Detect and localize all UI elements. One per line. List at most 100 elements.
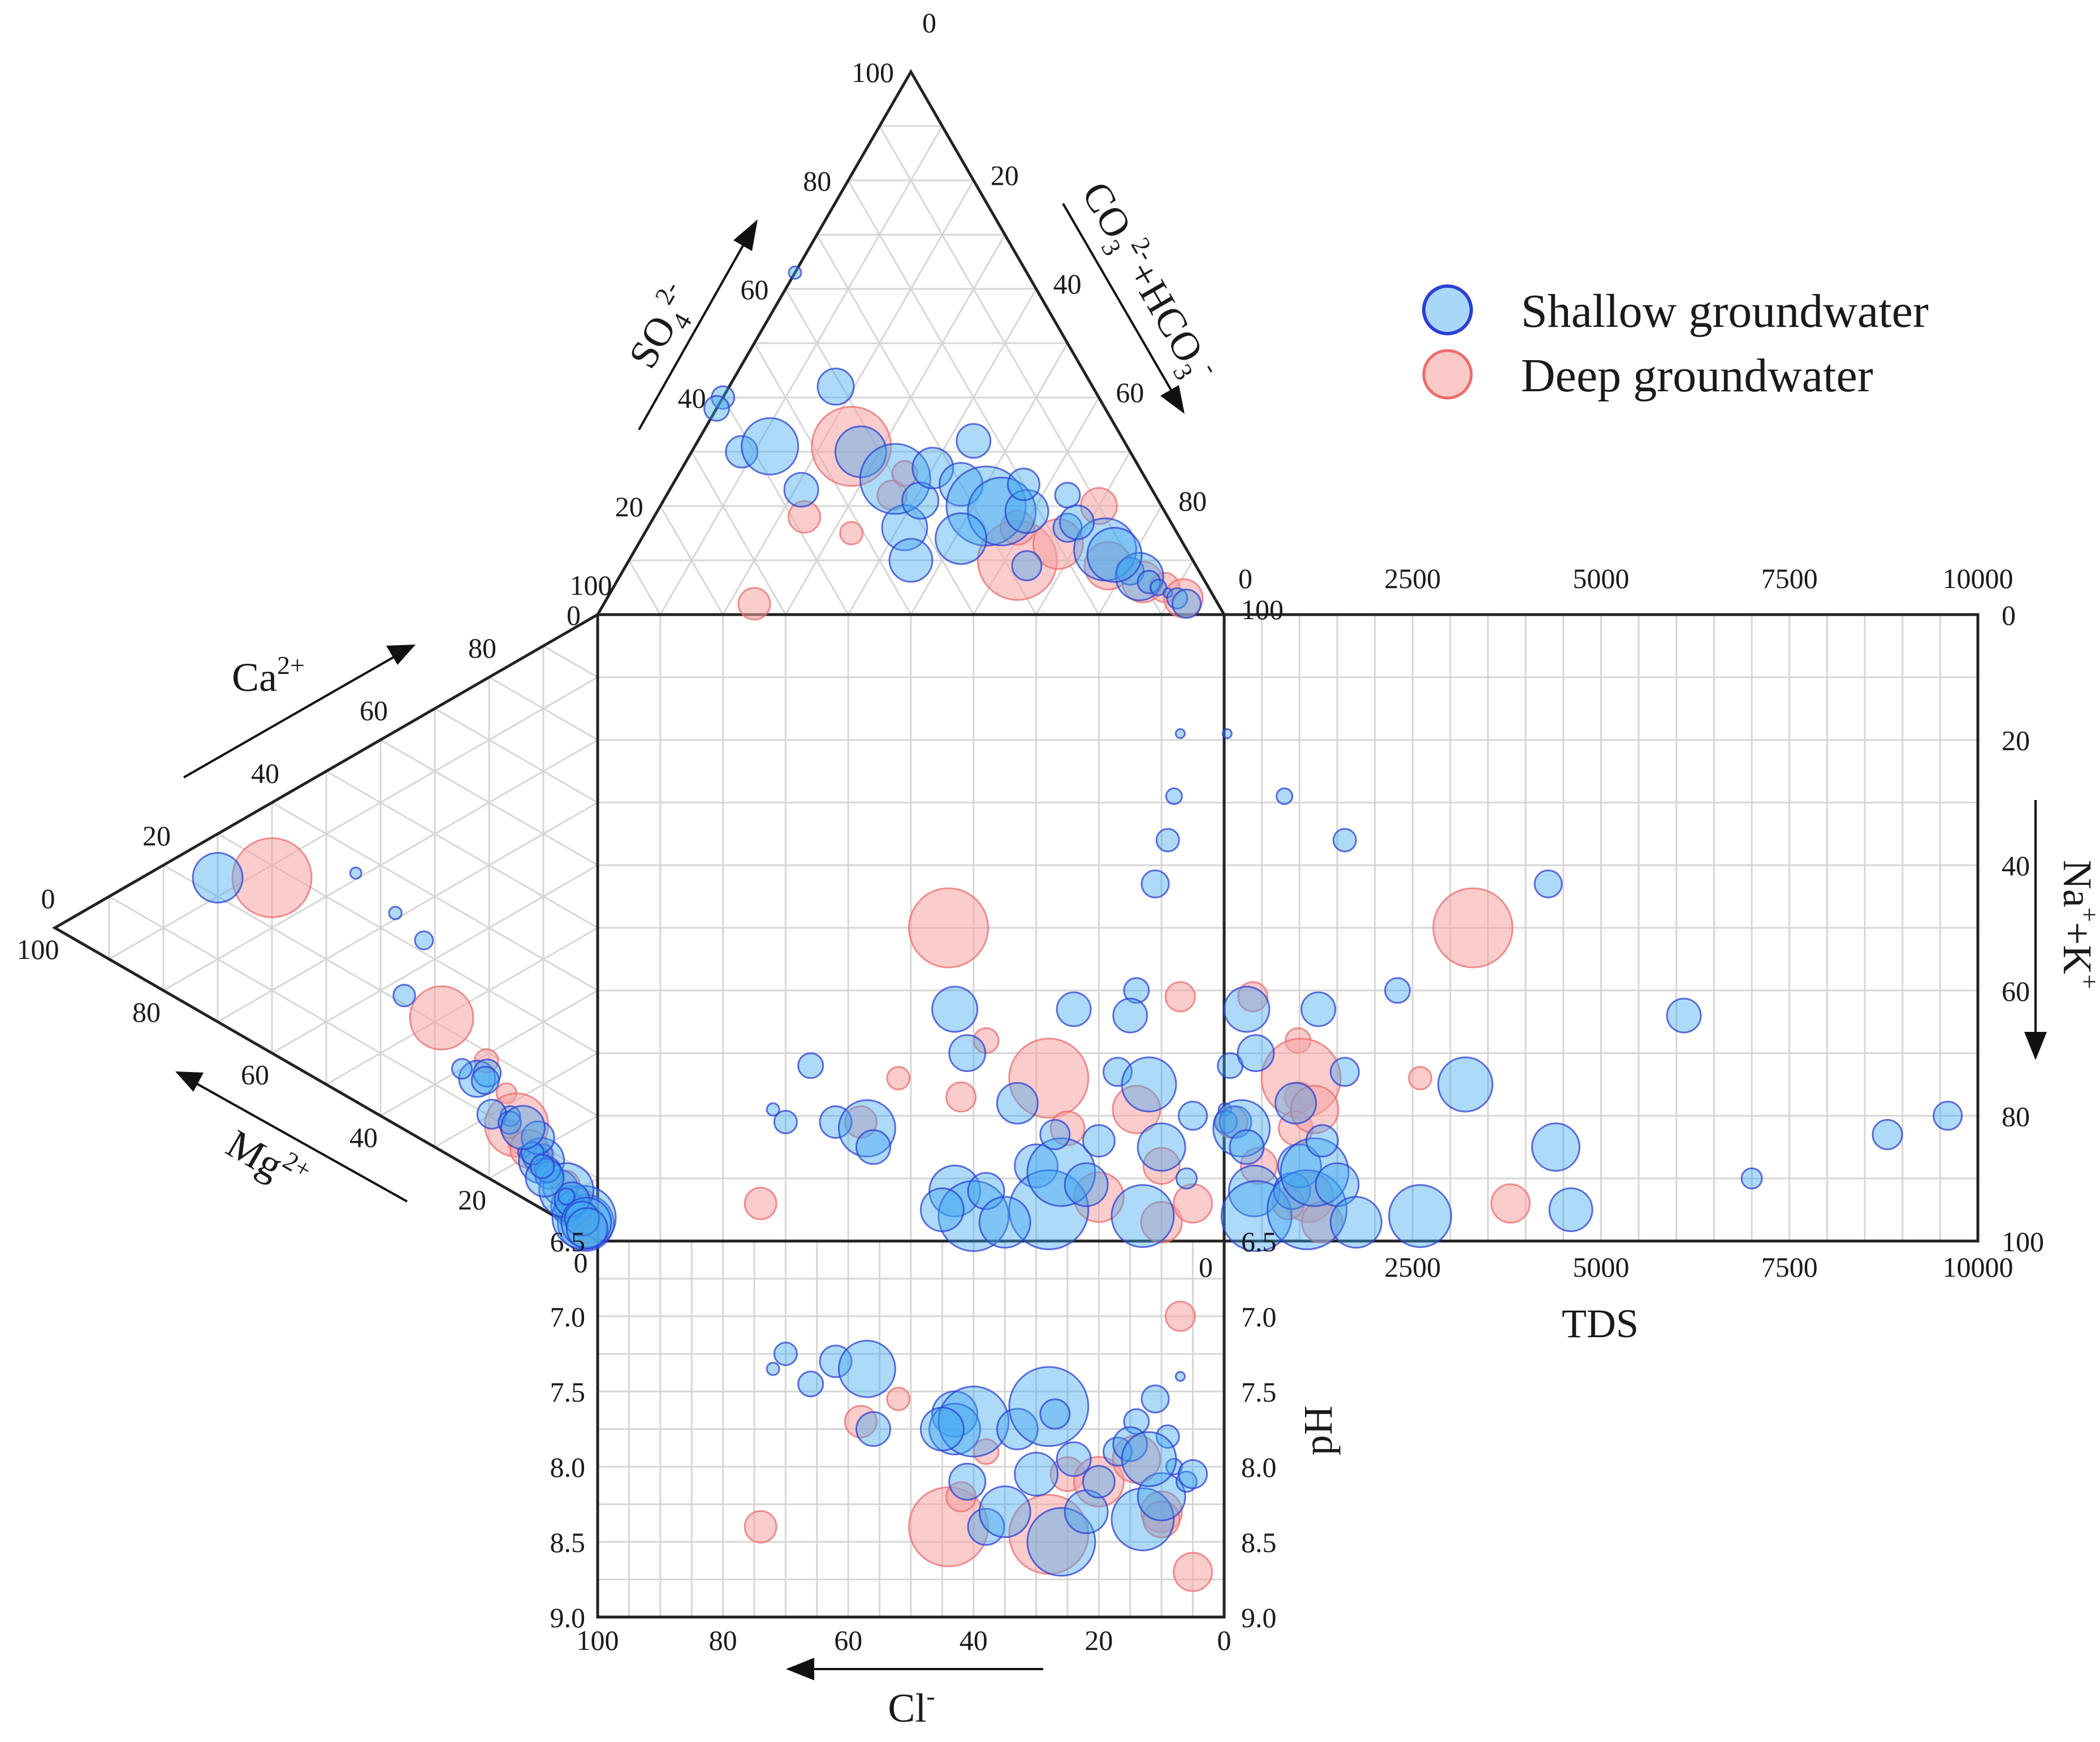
legend-label-shallow: Shallow groundwater bbox=[1521, 285, 1929, 338]
anion-point-shallow bbox=[888, 538, 934, 583]
square-point-shallow bbox=[1039, 1119, 1071, 1151]
ph-tick-label-right: 6.5 bbox=[1241, 1226, 1277, 1257]
tds-tick-label-bottom: 2500 bbox=[1384, 1251, 1441, 1283]
cation-point-shallow bbox=[192, 851, 244, 904]
square-point-deep bbox=[1142, 1147, 1181, 1185]
square-point-shallow bbox=[1123, 977, 1150, 1004]
tds-tick-label-top: 7500 bbox=[1761, 563, 1818, 594]
mg-tick-label: 80 bbox=[132, 996, 161, 1028]
cation-triangle-grid bbox=[163, 864, 598, 1117]
anion-point-shallow bbox=[1006, 468, 1040, 502]
anion-point-shallow bbox=[901, 481, 940, 520]
tds-point-shallow bbox=[1237, 1034, 1275, 1073]
square-point-shallow bbox=[1082, 1124, 1116, 1158]
cation-triangle-grid bbox=[326, 770, 598, 929]
hco3-tick-label: 80 bbox=[1178, 485, 1207, 517]
tds-tick-label-top: 0 bbox=[1238, 563, 1252, 594]
tds-tick-label-top: 5000 bbox=[1573, 563, 1630, 594]
nak-tick-label: 20 bbox=[2002, 725, 2030, 757]
anion-point-shallow bbox=[816, 368, 855, 406]
cation-triangle-grid bbox=[217, 802, 598, 1023]
hco3-tick-label: 0 bbox=[922, 7, 936, 38]
hco3-arrow bbox=[1062, 202, 1185, 414]
tds-tick-label-bottom: 7500 bbox=[1761, 1251, 1818, 1283]
tds-point-shallow bbox=[1220, 1180, 1293, 1252]
cation-point-deep bbox=[231, 837, 313, 918]
cl-arrow bbox=[786, 1658, 1043, 1680]
ph-tick-label-right: 7.5 bbox=[1241, 1376, 1277, 1408]
cation-triangle-grid bbox=[163, 739, 598, 992]
tds-point-shallow bbox=[1223, 985, 1271, 1033]
ph-point-deep bbox=[1173, 1551, 1213, 1592]
ph-tick-label-left: 7.0 bbox=[550, 1301, 586, 1333]
anion-point-shallow bbox=[956, 423, 992, 459]
ph-point-shallow bbox=[1039, 1398, 1071, 1430]
cation-point-deep bbox=[409, 985, 474, 1051]
ph-point-shallow bbox=[1103, 1436, 1133, 1467]
tds-frame bbox=[1222, 613, 1980, 1243]
ca-tick-label: 60 bbox=[360, 695, 388, 727]
tds-point-shallow bbox=[1277, 1143, 1322, 1188]
hco3-axis-label: CO32-+HCO3- bbox=[1068, 172, 1227, 392]
square-point-shallow bbox=[819, 1105, 853, 1139]
square-point-shallow bbox=[1056, 991, 1092, 1027]
cation-point-shallow bbox=[560, 1196, 612, 1248]
nak-arrow bbox=[2024, 800, 2047, 1060]
ph-tick-label-left: 8.5 bbox=[550, 1527, 586, 1558]
anion-point-shallow bbox=[1150, 578, 1168, 596]
square-point-shallow bbox=[1155, 828, 1180, 853]
nak-tick-label: 40 bbox=[2002, 850, 2030, 881]
cation-point-shallow bbox=[565, 1207, 608, 1250]
tds-axis-label: TDS bbox=[1562, 1301, 1639, 1346]
ca-axis-label: Ca2+ bbox=[232, 651, 305, 700]
ph-point-deep bbox=[1142, 1500, 1181, 1538]
anion-point-shallow bbox=[1137, 569, 1161, 594]
ca-tick-label: 100 bbox=[570, 569, 612, 601]
anion-point-shallow bbox=[1004, 489, 1049, 534]
tds-point-shallow bbox=[1933, 1100, 1963, 1131]
anion-triangle-grid bbox=[879, 126, 1163, 615]
square-point-shallow bbox=[1112, 997, 1148, 1034]
square-point-deep bbox=[908, 887, 989, 969]
tds-tick-label-bottom: 0 bbox=[1199, 1251, 1213, 1283]
legend-swatch-deep bbox=[1422, 349, 1473, 400]
nak-axis-label: Na++K+ bbox=[2055, 860, 2100, 989]
mg-tick-label: 20 bbox=[458, 1184, 486, 1216]
square-point-shallow bbox=[931, 985, 979, 1033]
tds-point-shallow bbox=[1280, 1137, 1350, 1207]
ph-point-shallow bbox=[1174, 1371, 1186, 1382]
tds-point-shallow bbox=[1872, 1119, 1903, 1151]
square-point-shallow bbox=[948, 1034, 987, 1073]
tds-point-shallow bbox=[1437, 1056, 1494, 1113]
ph-frame bbox=[596, 1239, 1226, 1619]
hco3-tick-label: 40 bbox=[1053, 268, 1082, 300]
legend-label-deep: Deep groundwater bbox=[1521, 349, 1873, 402]
cation-point-shallow bbox=[414, 930, 434, 950]
square-point-deep bbox=[1164, 981, 1196, 1013]
tds-point-shallow bbox=[1332, 828, 1357, 853]
ph-point-shallow bbox=[1137, 1472, 1186, 1521]
cation-point-shallow bbox=[554, 1181, 590, 1218]
anion-triangle-grid bbox=[1035, 451, 1131, 615]
anion-triangle-grid bbox=[690, 451, 787, 615]
ph-point-shallow bbox=[1140, 1384, 1170, 1414]
anion-point-deep bbox=[891, 460, 918, 487]
square-point-deep bbox=[1073, 1171, 1125, 1223]
anion-triangle-grid bbox=[628, 560, 662, 615]
square-point-shallow bbox=[996, 1082, 1039, 1125]
ph-point-shallow bbox=[1026, 1507, 1096, 1577]
ph-point-shallow bbox=[937, 1385, 1010, 1458]
ph-tick-label-right: 9.0 bbox=[1241, 1602, 1277, 1633]
tds-point-shallow bbox=[1267, 1169, 1348, 1251]
anion-point-shallow bbox=[703, 395, 730, 422]
ph-point-shallow bbox=[919, 1407, 965, 1451]
ph-point-shallow bbox=[1176, 1471, 1198, 1493]
ph-point-shallow bbox=[928, 1403, 982, 1455]
anion-point-deep bbox=[811, 405, 892, 487]
square-point-deep bbox=[744, 1187, 777, 1220]
ph-tick-label-left: 8.0 bbox=[550, 1451, 586, 1483]
ph-point-shallow bbox=[948, 1463, 987, 1501]
ph-tick-label-left: 6.5 bbox=[550, 1226, 586, 1257]
cation-point-shallow bbox=[451, 1058, 473, 1080]
